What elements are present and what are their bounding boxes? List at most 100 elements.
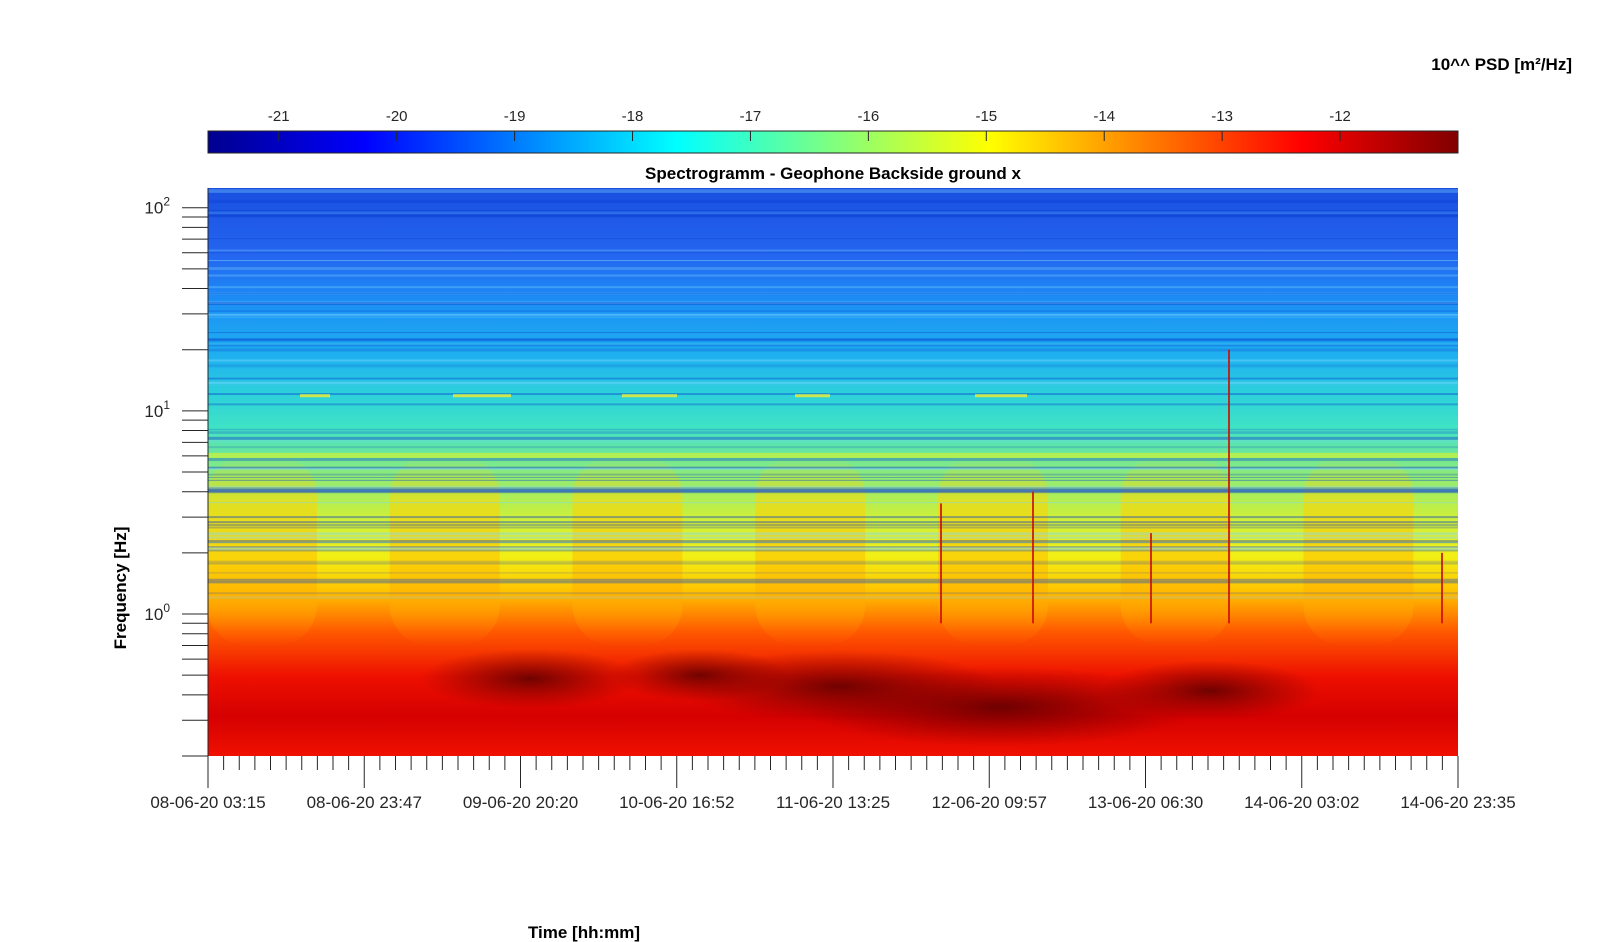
band-line [208,189,1458,193]
band-line [208,430,1458,434]
band-line [208,466,1458,469]
y-tick-exponent: 2 [163,195,170,209]
band-line [208,211,1458,215]
band-line [208,468,1458,471]
transient-spike [1032,491,1034,624]
transient-spike [1150,533,1152,624]
band-line [208,343,1458,345]
band-line [208,338,1458,342]
band-line [208,490,1458,494]
band-line [208,260,1458,262]
colorbar-gradient [207,130,1459,154]
daytime-patch [572,455,683,646]
band-line [208,286,1458,289]
colorbar-ticks: -21 -20 -19 -18 -17 -16 -15 -14 -13 -12 [268,108,1351,141]
intermittent-line-segment [453,394,511,398]
low-frequency-maxima [420,648,1320,747]
band-line [208,572,1458,574]
band-line [208,249,1458,252]
band-line [208,581,1458,583]
band-line [208,457,1458,461]
band-line [208,238,1458,240]
colorbar-tick-label: -16 [858,108,880,125]
band-line [208,214,1458,217]
band-line [208,292,1458,294]
x-tick-label: 10-06-20 16:52 [619,793,734,812]
band-line [208,467,1458,469]
band-line [208,191,1458,193]
x-axis-label: Time [hh:mm] [528,923,640,942]
x-axis: 08-06-20 03:15 08-06-20 23:47 09-06-20 20:… [150,756,1516,812]
band-line [208,489,1458,492]
band-line [208,302,1458,304]
band-line [208,252,1458,254]
band-line [208,549,1458,552]
colorbar-label: 10^^ PSD [m²/Hz] [1431,55,1572,74]
band-line [208,540,1458,544]
y-axis-label: Frequency [Hz] [111,527,130,650]
daytime-patch [937,455,1048,646]
x-tick-label: 14-06-20 03:02 [1244,793,1359,812]
band-line [208,209,1458,211]
band-line [208,310,1458,312]
band-line [208,202,1458,204]
band-line [208,403,1458,406]
daytime-activity-patches [208,455,1414,646]
band-line [208,489,1458,493]
band-line [208,316,1458,318]
x-tick-label: 12-06-20 09:57 [932,793,1047,812]
y-tick-label: 101 [144,398,170,421]
y-tick-base: 10 [144,402,163,421]
colorbar-tick-label: -19 [504,108,526,125]
band-line [208,539,1458,543]
daytime-patch [389,455,500,646]
colorbar: -21 -20 -19 -18 -17 -16 -15 -14 -13 -12 10^^ PSD … [207,55,1572,154]
y-tick-exponent: 0 [163,601,170,615]
band-line [208,377,1458,380]
band-line [208,436,1458,440]
band-line [208,446,1458,449]
colorbar-tick-label: -20 [386,108,408,125]
y-tick-label: 100 [144,601,170,624]
horizontal-band-lines [208,189,1458,600]
band-line [208,596,1458,600]
colorbar-tick-label: -14 [1093,108,1115,125]
transient-spike [1441,552,1443,624]
transient-spike [1228,349,1230,624]
daytime-patch [755,455,866,646]
band-line [208,199,1458,203]
transient-spike [940,503,942,624]
band-line [208,215,1458,218]
band-line [208,526,1458,529]
colorbar-tick-label: -21 [268,108,290,125]
band-line [208,432,1458,434]
band-line [208,301,1458,303]
band-line [208,348,1458,352]
band-line [208,542,1458,544]
y-tick-base: 10 [144,605,163,624]
band-line [208,562,1458,565]
band-line [208,274,1458,277]
spectral-lines [208,394,1458,458]
band-line [208,546,1458,549]
colorbar-tick-label: -17 [740,108,762,125]
chart-title: Spectrogramm - Geophone Backside ground … [645,164,1022,183]
band-line [208,344,1458,347]
band-line [208,381,1458,384]
band-line [208,582,1458,584]
spectral-line-6hz [208,452,1458,458]
transient-spikes [940,349,1443,624]
band-line [208,313,1458,316]
band-line [208,364,1458,368]
band-line [208,292,1458,295]
daytime-patch [208,455,317,646]
x-tick-label: 08-06-20 03:15 [150,793,265,812]
band-line [208,439,1458,443]
band-line [208,302,1458,304]
intermittent-line-segment [300,394,330,398]
band-line [208,516,1458,519]
colorbar-tick-label: -13 [1211,108,1233,125]
band-line [208,332,1458,334]
